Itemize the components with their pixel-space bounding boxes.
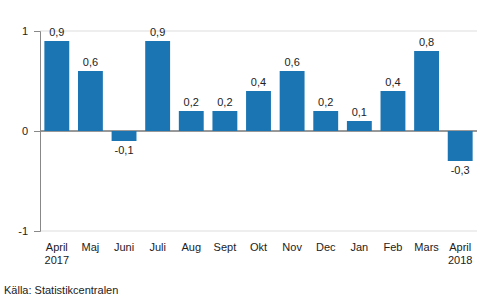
data-label: 0,1 (352, 106, 367, 118)
x-tick: Okt (250, 241, 267, 253)
x-axis: April2017MajJuniJuliAugSeptOktNovDecJanF… (45, 241, 473, 266)
data-label: 0,2 (184, 96, 199, 108)
x-tick: Aug (181, 241, 201, 253)
x-tick-label: Dec (316, 241, 336, 253)
x-tick: April2017 (45, 241, 69, 266)
x-tick-label: Sept (214, 241, 237, 253)
x-tick: Juni (114, 241, 134, 253)
x-tick-label: Aug (181, 241, 201, 253)
grid-line (40, 231, 477, 232)
x-tick: Sept (214, 241, 237, 253)
x-tick-label: April2018 (448, 241, 472, 266)
y-tick-label: 1 (22, 25, 28, 37)
y-axis-line (34, 32, 41, 232)
x-tick-label-line: April (46, 241, 68, 253)
grid-line (40, 31, 477, 32)
x-tick-label: Jan (350, 241, 368, 253)
x-tick: Jan (350, 241, 368, 253)
x-tick: Mars (414, 241, 439, 253)
bar (246, 91, 271, 131)
x-tick-label-line: April (449, 241, 471, 253)
y-tick: 0 (22, 125, 40, 137)
data-label: 0,2 (217, 96, 232, 108)
bar (112, 131, 137, 141)
x-tick: Juli (149, 241, 166, 253)
data-labels: 0,9 0,6 -0,1 0,9 0,2 0,2 0,4 0,6 0,2 0,1 0,4 0,8 -0,… (49, 26, 470, 176)
source: Källa: Statistikcentralen (4, 284, 118, 296)
x-tick-label-line: Dec (316, 241, 336, 253)
y-axis: -1 0 1 (18, 25, 40, 237)
data-label: 0,2 (318, 96, 333, 108)
y-tick: -1 (18, 225, 40, 237)
bar (381, 91, 406, 131)
y-tick-mark (34, 231, 40, 232)
x-tick-label-line: 2017 (45, 254, 69, 266)
x-tick-label: Feb (383, 241, 402, 253)
bar (78, 71, 103, 131)
y-tick-label: 0 (22, 125, 28, 137)
chart: -1010,90,6-0,10,90,20,20,40,60,20,10,40,… (0, 0, 493, 304)
bars (44, 41, 472, 161)
bar (414, 51, 439, 131)
x-tick-label-line: Sept (214, 241, 237, 253)
bar (448, 131, 473, 161)
x-tick-label: Okt (250, 241, 267, 253)
x-tick-label-line: Juni (114, 241, 134, 253)
y-tick-label: -1 (18, 225, 28, 237)
x-tick-label-line: Mars (414, 241, 439, 253)
bar (313, 111, 338, 131)
x-tick: Dec (316, 241, 336, 253)
x-tick: Feb (383, 241, 402, 253)
x-tick-label-line: Feb (383, 241, 402, 253)
x-tick: April2018 (448, 241, 472, 266)
data-label: 0,6 (83, 56, 98, 68)
bar (179, 111, 204, 131)
data-label: 0,9 (49, 26, 64, 38)
y-tick: 1 (22, 25, 40, 37)
x-tick-label-line: Aug (181, 241, 201, 253)
bar (44, 41, 69, 131)
x-tick-label-line: Okt (250, 241, 267, 253)
x-tick: Nov (282, 241, 302, 253)
data-label: 0,4 (251, 76, 266, 88)
x-tick-label-line: Maj (82, 241, 100, 253)
y-tick-mark (34, 131, 40, 132)
data-label: 0,4 (385, 76, 400, 88)
x-tick-label-line: 2018 (448, 254, 472, 266)
bar (280, 71, 305, 131)
x-tick-label-line: Nov (282, 241, 302, 253)
y-tick-mark (34, 31, 40, 32)
x-tick-label: Juni (114, 241, 134, 253)
x-tick-label-line: Jan (350, 241, 368, 253)
x-tick-label: Mars (414, 241, 439, 253)
bar (212, 111, 237, 131)
data-label: 0,6 (284, 56, 299, 68)
data-label: 0,9 (150, 26, 165, 38)
data-label: 0,8 (419, 36, 434, 48)
x-tick-label-line: Juli (149, 241, 166, 253)
grid (40, 31, 477, 231)
x-tick-label: Maj (82, 241, 100, 253)
x-tick-label: Nov (282, 241, 302, 253)
x-tick: Maj (82, 241, 100, 253)
data-label: -0,1 (115, 144, 134, 156)
x-tick-label: April2017 (45, 241, 69, 266)
bar (347, 121, 372, 131)
bar (145, 41, 170, 131)
x-tick-label: Juli (149, 241, 166, 253)
data-label: -0,3 (451, 164, 470, 176)
